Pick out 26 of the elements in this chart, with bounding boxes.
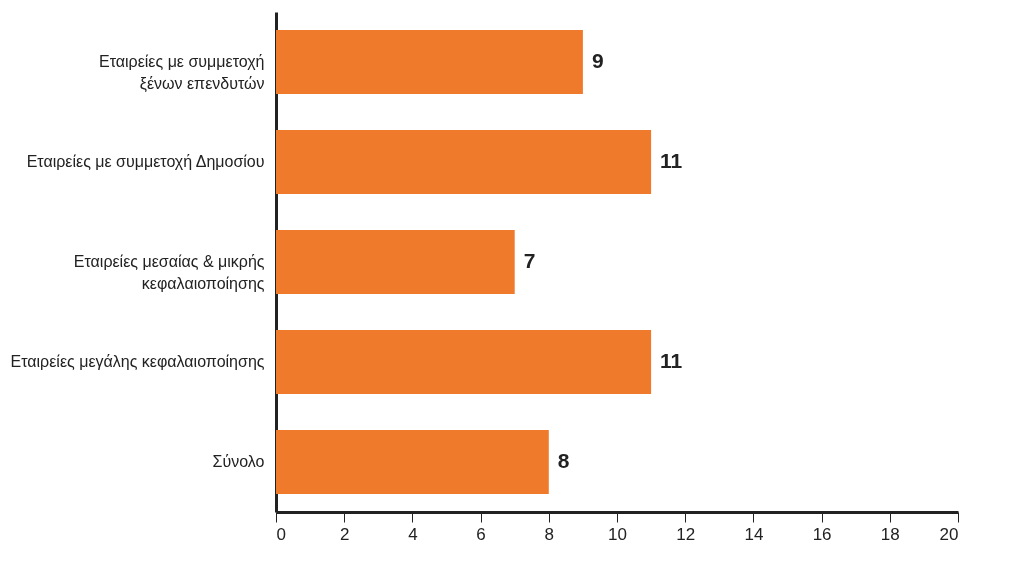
x-tick-label: 6 (476, 524, 486, 544)
x-tick-label: 18 (880, 524, 900, 544)
data-label: 11 (660, 149, 683, 172)
x-tick-label: 8 (544, 524, 555, 544)
bar (276, 230, 515, 294)
y-tick-label: Σύνολο (212, 453, 265, 470)
y-tick-label: Εταιρείες με συμμετοχή Δημοσίου (26, 153, 265, 170)
x-tick-label: 4 (408, 524, 418, 544)
data-label: 8 (557, 449, 570, 472)
bar (276, 430, 549, 494)
y-tick-label: Εταιρείες με συμμετοχή ξένων επενδυτών (99, 53, 265, 93)
bar (276, 330, 652, 394)
data-label: 11 (660, 349, 683, 372)
bar (276, 130, 652, 194)
y-tick-label: Εταιρείες μεγάλης κεφαλαιοποίησης (10, 353, 265, 370)
x-tick-label: 0 (276, 524, 286, 544)
data-label: 9 (591, 49, 604, 72)
x-tick-label: 12 (676, 524, 696, 544)
x-tick-label: 16 (812, 524, 832, 544)
bar (276, 30, 583, 94)
x-tick-label: 2 (339, 524, 350, 544)
x-tick-label: 10 (608, 524, 627, 544)
x-tick-label: 14 (744, 524, 764, 544)
x-tick-label: 20 (939, 524, 959, 544)
data-label: 7 (523, 249, 536, 272)
y-tick-label: Εταιρείες μεσαίας & μικρής κεφαλαιοποίησης (73, 253, 265, 292)
